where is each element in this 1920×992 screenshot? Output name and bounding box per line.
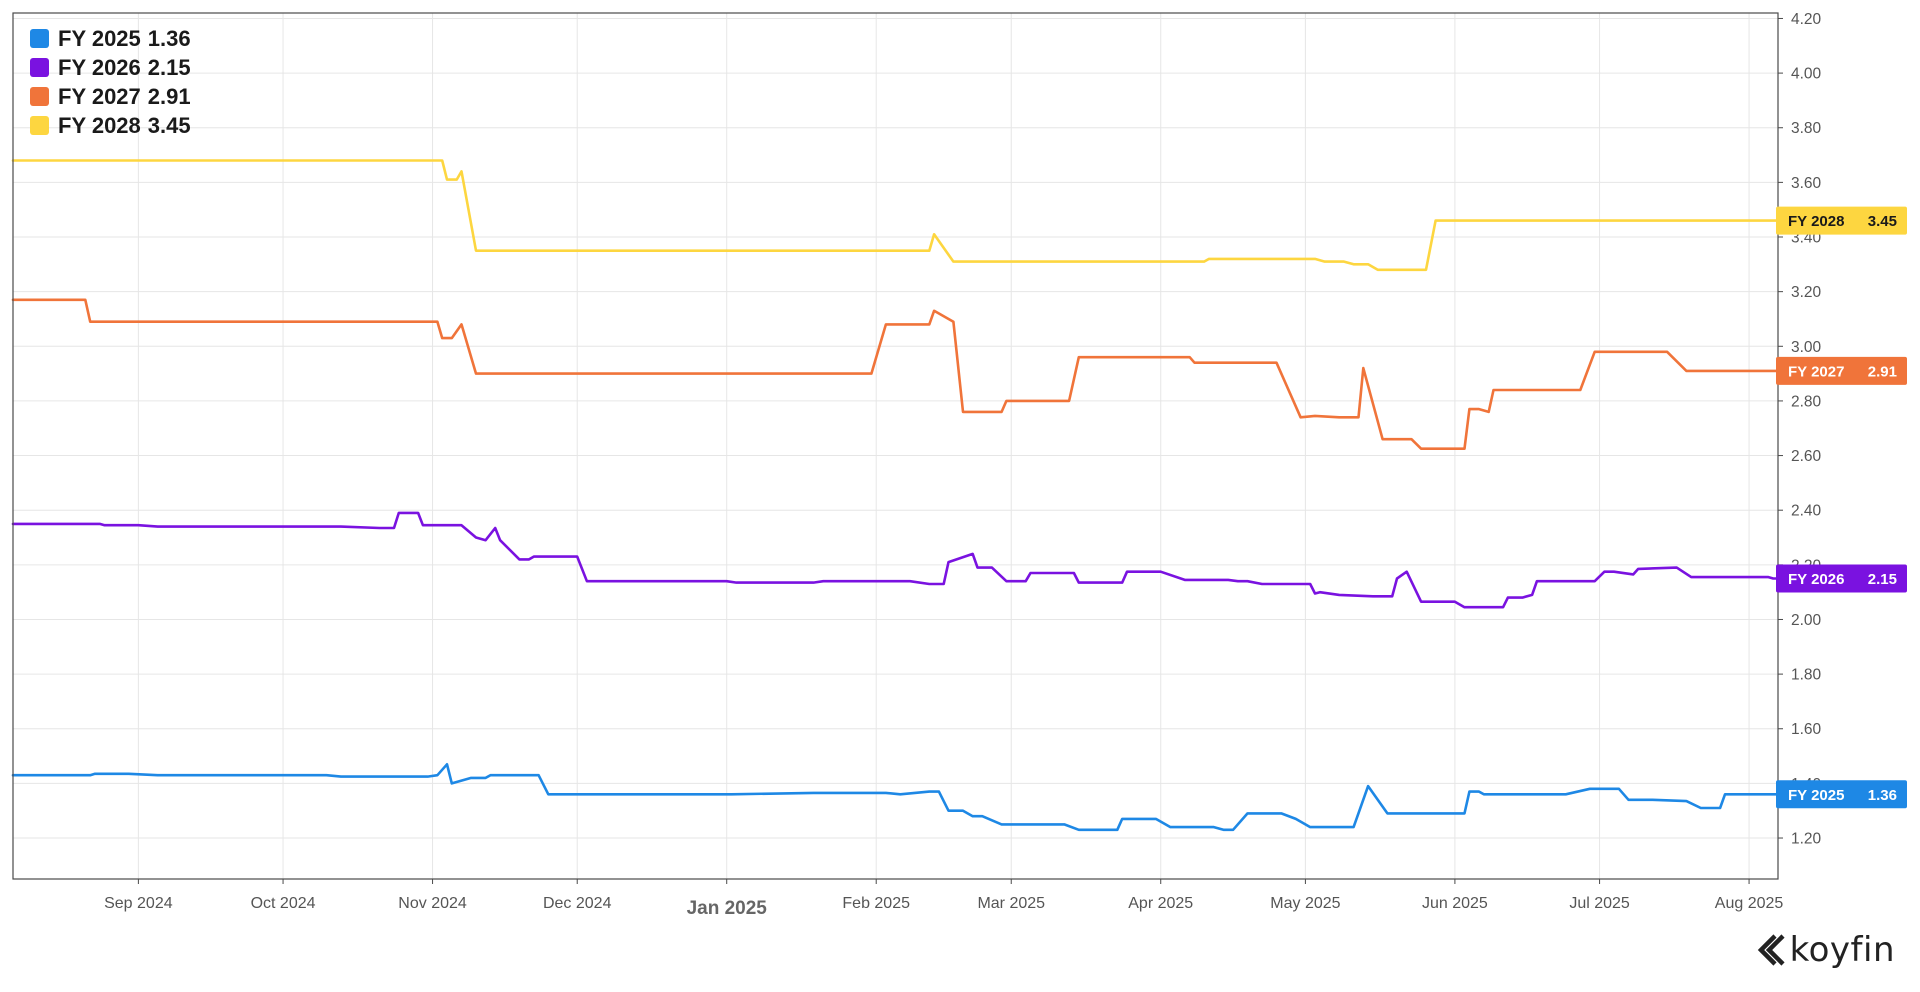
series-line-fy2027 — [11, 298, 1780, 451]
last-value-badge-name: FY 2026 — [1788, 571, 1844, 588]
last-value-badge-name: FY 2028 — [1788, 213, 1844, 230]
x-tick-label: Feb 2025 — [842, 895, 910, 912]
legend-value: 3.45 — [147, 112, 191, 138]
last-value-badge-value: 1.36 — [1868, 787, 1897, 804]
y-tick-label: 3.60 — [1791, 175, 1822, 192]
x-tick-label: Nov 2024 — [398, 895, 467, 912]
x-tick-label-major: Jan 2025 — [687, 898, 768, 919]
legend-item-fy2028[interactable]: FY 2028 3.45 — [30, 111, 191, 140]
last-value-badge-value: 3.45 — [1868, 213, 1897, 230]
grid-lines — [13, 13, 1778, 879]
plot-frame — [12, 12, 1779, 880]
legend-value: 1.36 — [147, 25, 191, 51]
x-tick-label: Sep 2024 — [104, 895, 173, 912]
y-tick-label: 3.80 — [1791, 120, 1822, 137]
legend-swatch — [30, 87, 49, 106]
legend-swatch — [30, 116, 49, 135]
y-tick-label: 4.00 — [1791, 66, 1822, 83]
x-tick-label: Apr 2025 — [1128, 895, 1193, 912]
series-lines — [11, 159, 1780, 832]
y-tick-label: 3.20 — [1791, 284, 1822, 301]
legend-label: FY 2028 — [58, 112, 141, 138]
last-value-badge-value: 2.91 — [1868, 363, 1897, 380]
series-line-fy2028 — [11, 159, 1780, 272]
y-tick-label: 2.80 — [1791, 393, 1822, 410]
last-value-badge-value: 2.15 — [1868, 571, 1897, 588]
y-tick-label: 2.60 — [1791, 448, 1822, 465]
x-tick-label: Jun 2025 — [1422, 895, 1488, 912]
legend-item-fy2026[interactable]: FY 2026 2.15 — [30, 53, 191, 82]
koyfin-logo: koyfin — [1756, 930, 1895, 970]
legend-label: FY 2027 — [58, 83, 141, 109]
y-tick-label: 3.00 — [1791, 339, 1822, 356]
last-value-badge — [1776, 356, 1907, 385]
last-value-badge — [1776, 564, 1907, 593]
legend-item-fy2027[interactable]: FY 2027 2.91 — [30, 82, 191, 111]
y-tick-label: 1.60 — [1791, 721, 1822, 738]
last-value-badge-name: FY 2027 — [1788, 363, 1844, 380]
legend-label: FY 2026 — [58, 54, 141, 80]
x-tick-label: Jul 2025 — [1569, 895, 1630, 912]
x-tick-label: Mar 2025 — [977, 895, 1045, 912]
y-tick-label: 1.80 — [1791, 667, 1822, 684]
legend-value: 2.15 — [147, 54, 191, 80]
legend-swatch — [30, 29, 49, 48]
legend-label: FY 2025 — [58, 25, 141, 51]
series-line-fy2025 — [11, 762, 1780, 832]
last-value-badges: FY 2025 1.36 FY 2026 2.15 FY 2027 2.91 FY 2028… — [1776, 206, 1907, 809]
y-tick-label: 4.20 — [1791, 11, 1822, 28]
legend: FY 2025 1.36 FY 2026 2.15 FY 2027 2.91 F… — [30, 24, 191, 140]
last-value-badge-name: FY 2025 — [1788, 787, 1844, 804]
x-axis: Sep 2024 Oct 2024 Nov 2024 Dec 2024 Jan 2025… — [104, 879, 1783, 919]
x-tick-label: Oct 2024 — [251, 895, 316, 912]
y-tick-label: 2.00 — [1791, 612, 1822, 629]
y-tick-label: 1.20 — [1791, 831, 1822, 848]
legend-item-fy2025[interactable]: FY 2025 1.36 — [30, 24, 191, 53]
x-tick-label: May 2025 — [1270, 895, 1340, 912]
legend-value: 2.91 — [147, 83, 191, 109]
x-tick-label: Aug 2025 — [1715, 895, 1784, 912]
logo-text: koyfin — [1789, 930, 1895, 970]
y-tick-label: 2.40 — [1791, 503, 1822, 520]
x-tick-label: Dec 2024 — [543, 895, 612, 912]
legend-swatch — [30, 58, 49, 77]
y-axis: 1.201.401.601.802.002.202.402.602.803.00… — [1778, 11, 1822, 848]
koyfin-k-icon — [1757, 934, 1785, 966]
last-value-badge — [1776, 206, 1907, 235]
last-value-badge — [1776, 780, 1907, 809]
series-line-fy2026 — [11, 511, 1780, 609]
